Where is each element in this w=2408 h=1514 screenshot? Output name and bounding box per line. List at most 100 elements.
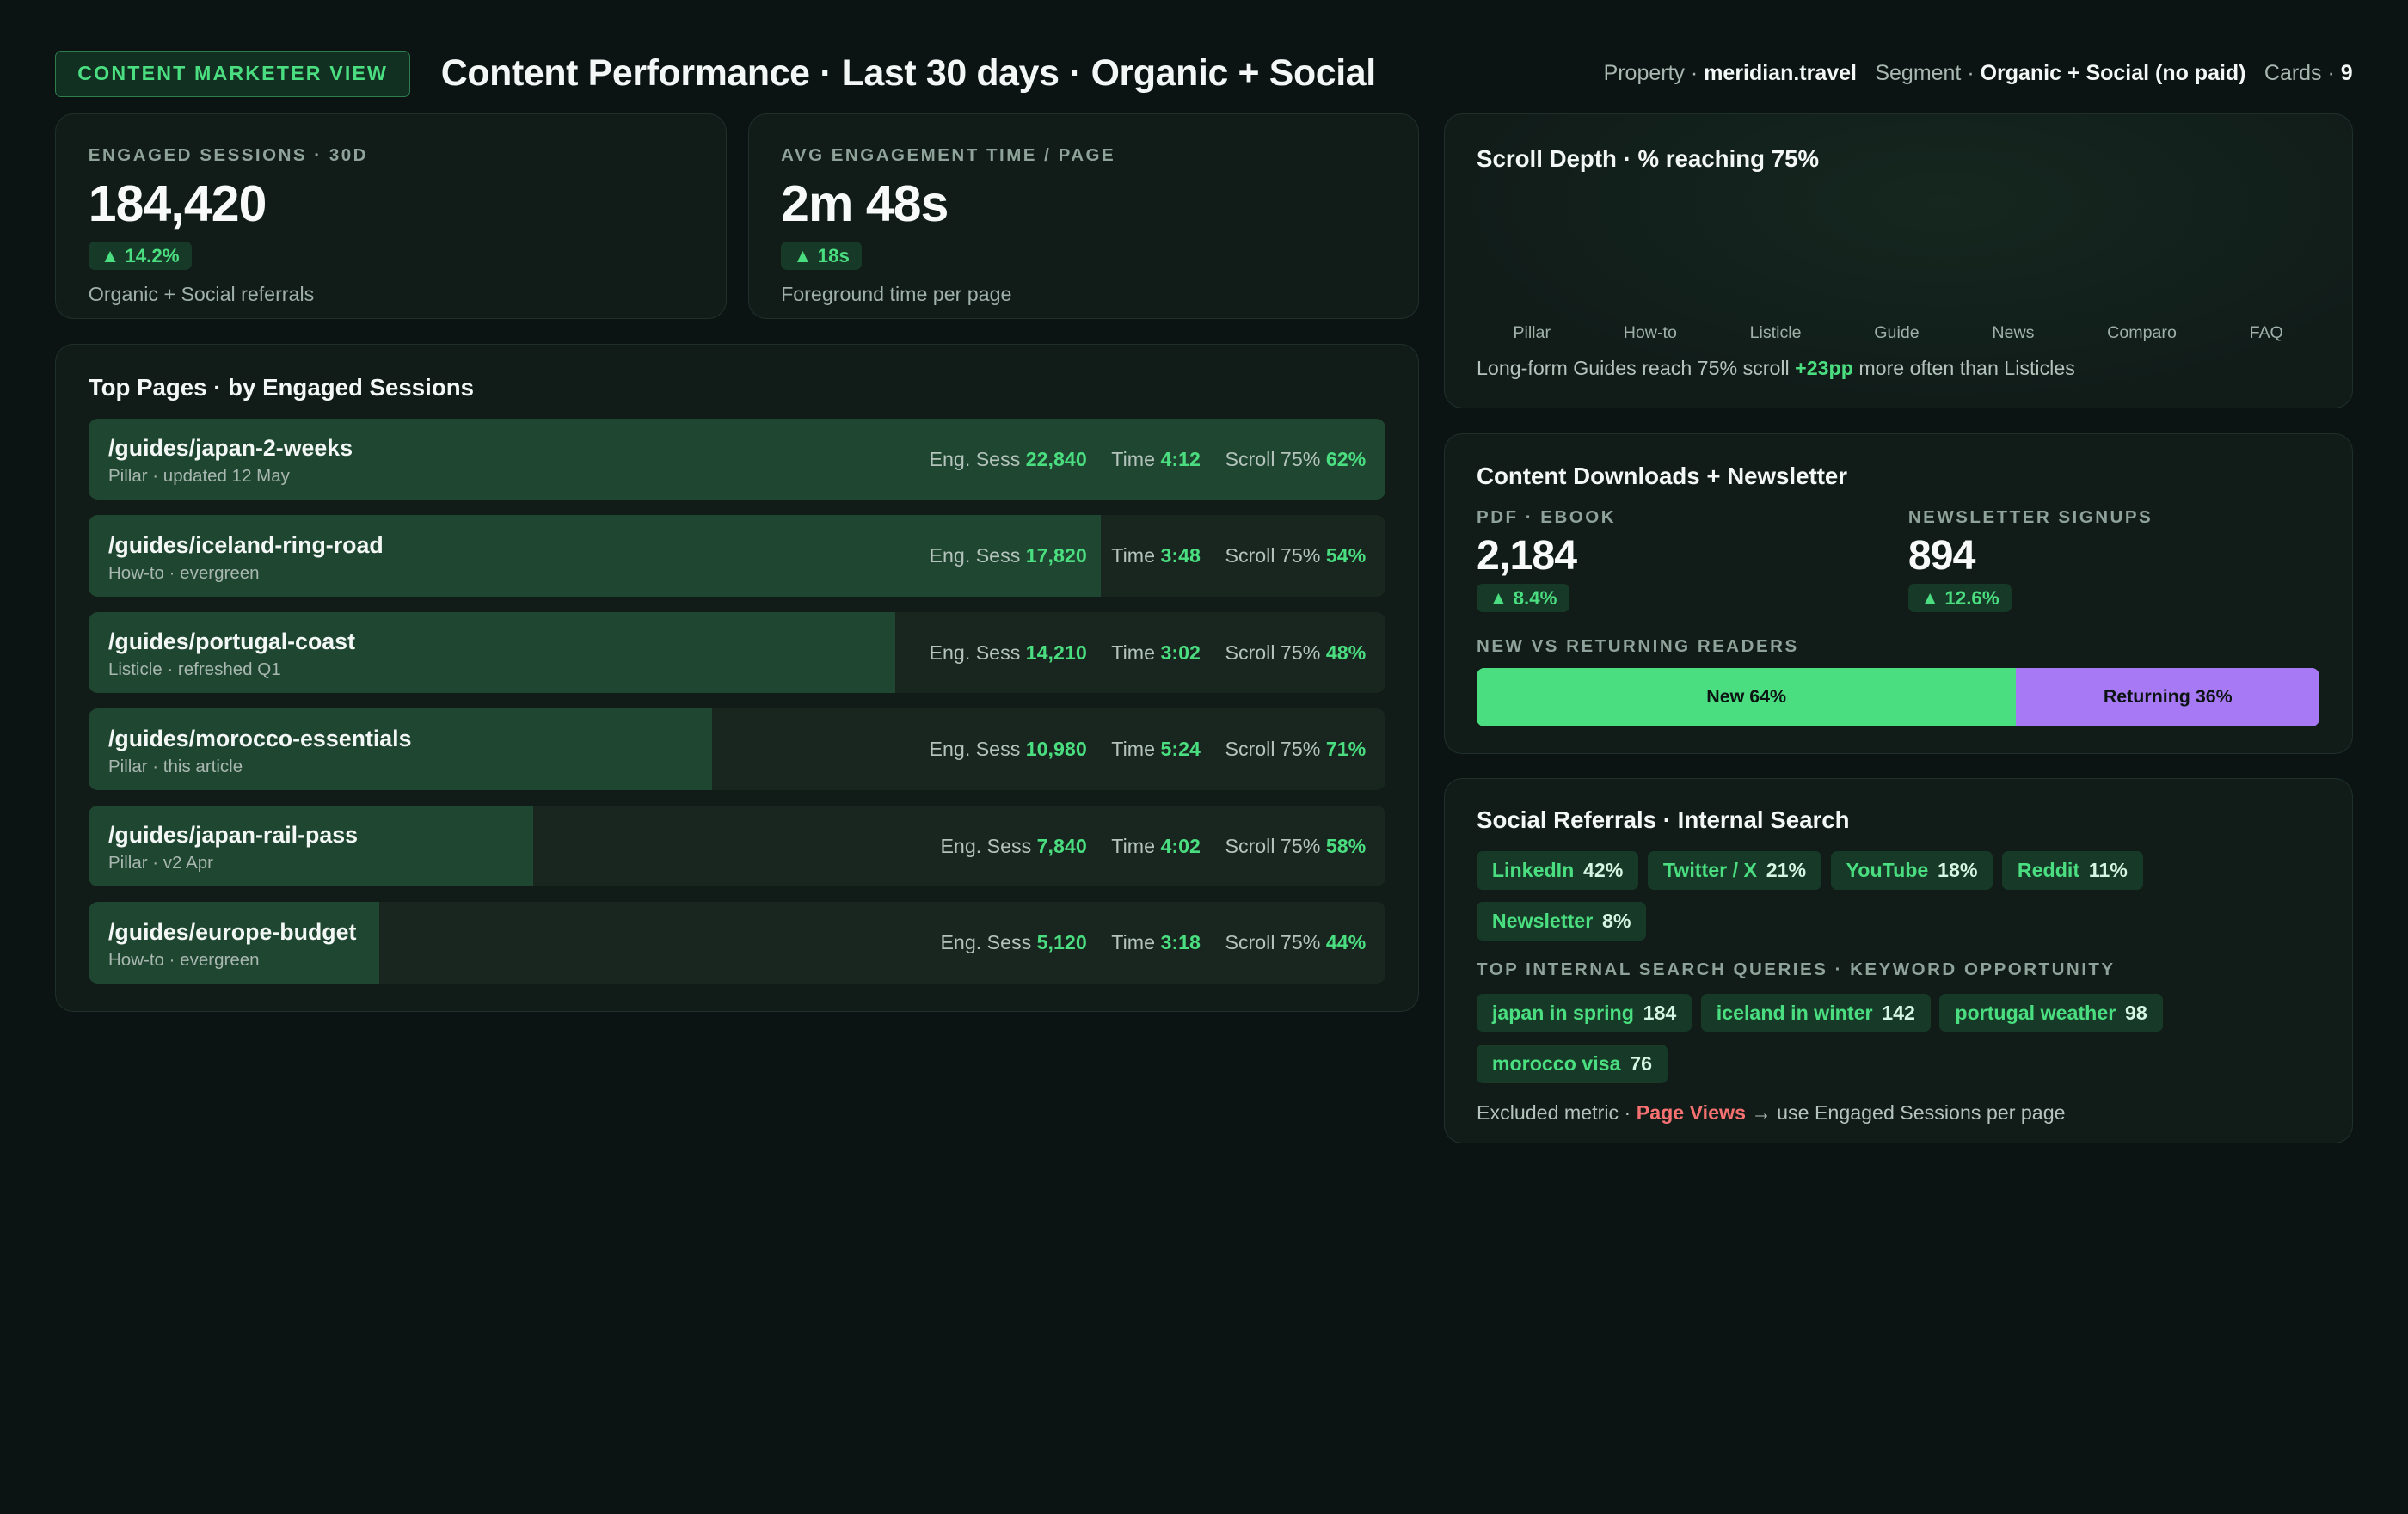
query-chip-value: 76 (1630, 1051, 1652, 1075)
page-path: /guides/portugal-coast (108, 628, 355, 655)
scroll-stat-label: Scroll 75% (1225, 641, 1321, 664)
sessions-share-bar (88, 611, 896, 694)
sessions-stat: Eng. Sess 10,980 (930, 738, 1087, 761)
scroll-depth-tick-label: FAQ (2249, 322, 2283, 342)
segment-filter[interactable]: Segment · Organic + Social (no paid) (1875, 61, 2245, 86)
page-stats: Eng. Sess 14,210 Time 3:02 Scroll 75% 48% (930, 612, 1367, 694)
search-queries-label: TOP INTERNAL SEARCH QUERIES · KEYWORD OP… (1477, 959, 2116, 979)
top-page-row[interactable]: /guides/portugal-coast Listicle · refresh… (88, 611, 1386, 694)
query-chip-value: 142 (1882, 1001, 1915, 1024)
kpi-card-engaged-sessions: ENGAGED SESSIONS · 30D 184,420 ▲ 14.2% O… (55, 113, 727, 320)
kpi-note: Foreground time per page (781, 282, 1012, 305)
sessions-stat-label: Eng. Sess (929, 447, 1021, 470)
time-stat-label: Time (1111, 641, 1155, 664)
newsletter-label: NEWSLETTER SIGNUPS (1907, 507, 2153, 528)
page-title: Content Performance · Last 30 days · Org… (440, 52, 1376, 95)
time-stat-label: Time (1111, 544, 1155, 567)
property-value: meridian.travel (1704, 61, 1857, 86)
social-search-card: Social Referrals · Internal Search Linke… (1443, 778, 2353, 1144)
page-stats: Eng. Sess 10,980 Time 5:24 Scroll 75% 71% (930, 708, 1367, 790)
property-filter[interactable]: Property · meridian.travel (1604, 61, 1857, 86)
scroll-stat-value: 71% (1325, 738, 1367, 760)
time-stat-label: Time (1111, 738, 1155, 760)
query-chip[interactable]: iceland in winter 142 (1700, 993, 1931, 1033)
scroll-stat-value: 54% (1325, 544, 1367, 567)
social-chip-label: Newsletter (1491, 910, 1594, 933)
top-page-row[interactable]: /guides/japan-2-weeks Pillar · updated 12… (88, 418, 1386, 500)
note-highlight: +23pp (1795, 357, 1853, 380)
page-subtitle: Pillar · this article (108, 756, 243, 776)
excluded-metric-note: Excluded metric · Page Views → use Engag… (1477, 1101, 2319, 1125)
social-chip[interactable]: Newsletter 8% (1477, 902, 1647, 941)
page-subtitle: Pillar · updated 12 May (108, 466, 290, 487)
view-badge[interactable]: CONTENT MARKETER VIEW (55, 50, 411, 97)
kpi-label: ENGAGED SESSIONS · 30D (88, 144, 368, 165)
time-stat-value: 3:48 (1160, 544, 1201, 567)
sessions-stat-value: 22,840 (1025, 447, 1087, 470)
cards-label: Cards · (2264, 61, 2335, 86)
newsletter-delta: ▲ 12.6% (1907, 584, 2012, 613)
scroll-stat-value: 62% (1325, 447, 1367, 470)
time-stat: Time 5:24 (1111, 738, 1201, 761)
top-page-row[interactable]: /guides/europe-budget How-to · evergreen E… (88, 902, 1386, 984)
social-chip-value: 42% (1582, 859, 1624, 882)
scroll-depth-tick-label: Comparo (2107, 322, 2177, 342)
sessions-share-bar (88, 805, 534, 887)
scroll-stat: Scroll 75% 44% (1225, 931, 1366, 954)
scroll-depth-tick-label: Listicle (1749, 322, 1802, 342)
excluded-metric-name: Page Views (1636, 1100, 1746, 1124)
query-chip-label: portugal weather (1955, 1001, 2116, 1024)
sessions-stat: Eng. Sess 17,820 (930, 544, 1087, 567)
social-title: Social Referrals · Internal Search (1477, 806, 1850, 834)
page-path: /guides/morocco-essentials (108, 725, 412, 751)
social-chip[interactable]: Twitter / X 21% (1647, 851, 1821, 890)
scroll-depth-tick-label: News (1992, 322, 2035, 342)
scroll-stat-label: Scroll 75% (1225, 931, 1321, 953)
query-chip[interactable]: japan in spring 184 (1477, 993, 1692, 1033)
scroll-stat: Scroll 75% 48% (1225, 641, 1366, 665)
sessions-stat-value: 10,980 (1025, 738, 1087, 760)
newsletter-metric: NEWSLETTER SIGNUPS 894 ▲ 12.6% (1907, 507, 2153, 613)
top-page-row[interactable]: /guides/iceland-ring-road How-to · evergr… (88, 515, 1386, 597)
time-stat: Time 3:02 (1111, 641, 1201, 665)
social-chip-label: LinkedIn (1491, 859, 1575, 882)
note-text: Long-form Guides reach 75% scroll (1477, 357, 1796, 380)
time-stat-value: 5:24 (1160, 738, 1201, 760)
social-chip[interactable]: YouTube 18% (1830, 851, 1993, 890)
query-chip-list: japan in spring 184 iceland in winter 142 po… (1477, 993, 2319, 1095)
sessions-stat-label: Eng. Sess (929, 641, 1021, 664)
page-path: /guides/japan-2-weeks (108, 435, 353, 462)
kpi-delta: ▲ 14.2% (88, 242, 192, 271)
scroll-depth-x-axis: Pillar How-to Listicle Guide News Comparo FAQ (1477, 323, 2319, 343)
sessions-share-bar (88, 708, 713, 790)
top-page-row[interactable]: /guides/japan-rail-pass Pillar · v2 Apr En… (88, 805, 1386, 887)
newsletter-value: 894 (1907, 531, 1976, 579)
note-text-end: more often than Listicles (1852, 357, 2075, 380)
query-chip[interactable]: portugal weather 98 (1939, 993, 2163, 1033)
social-chip[interactable]: LinkedIn 42% (1477, 851, 1639, 890)
top-page-row[interactable]: /guides/morocco-essentials Pillar · this … (88, 708, 1386, 790)
query-chip-label: morocco visa (1491, 1051, 1621, 1075)
social-chip-value: 8% (1601, 910, 1631, 933)
kpi-card-engagement-time: AVG ENGAGEMENT TIME / PAGE 2m 48s ▲ 18s … (747, 113, 1419, 320)
social-chip-list: LinkedIn 42% Twitter / X 21% YouTube 18% Reddi… (1477, 851, 2319, 953)
social-chip[interactable]: Reddit 11% (2002, 851, 2143, 890)
sessions-stat-label: Eng. Sess (929, 544, 1021, 567)
segment-label: Segment · (1875, 61, 1975, 86)
time-stat-label: Time (1111, 834, 1155, 857)
page-path: /guides/europe-budget (108, 918, 357, 945)
sessions-stat: Eng. Sess 14,210 (930, 641, 1087, 665)
query-chip[interactable]: morocco visa 76 (1477, 1044, 1668, 1083)
sessions-stat-label: Eng. Sess (940, 834, 1032, 857)
time-stat-label: Time (1111, 931, 1155, 953)
top-pages-title: Top Pages · by Engaged Sessions (88, 373, 475, 401)
sessions-stat-value: 5,120 (1036, 931, 1087, 953)
social-chip-value: 21% (1766, 859, 1807, 882)
page-stats: Eng. Sess 7,840 Time 4:02 Scroll 75% 58% (940, 806, 1366, 887)
scroll-stat: Scroll 75% 62% (1225, 448, 1366, 471)
excluded-suffix: → use Engaged Sessions per page (1746, 1100, 2066, 1124)
time-stat: Time 3:18 (1111, 931, 1201, 954)
sessions-stat-value: 14,210 (1025, 641, 1087, 664)
scroll-stat-label: Scroll 75% (1225, 834, 1321, 857)
time-stat: Time 4:12 (1111, 448, 1201, 471)
